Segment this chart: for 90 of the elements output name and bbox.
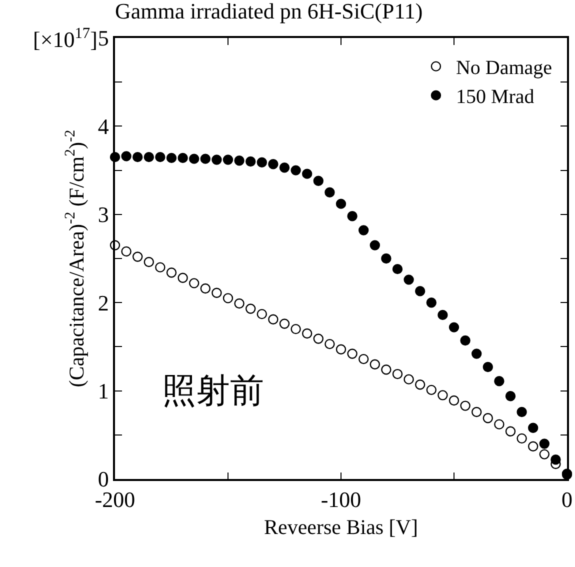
point [121, 246, 132, 257]
point [132, 252, 143, 262]
point [256, 308, 267, 320]
point [381, 253, 392, 264]
point [347, 348, 358, 359]
x-tick-label: 0 [562, 487, 572, 512]
point [212, 288, 222, 298]
point [234, 156, 244, 166]
point [279, 162, 290, 173]
point [415, 380, 426, 390]
point [460, 335, 470, 346]
point [494, 419, 504, 430]
point [516, 433, 527, 444]
text: [×10$^{17}$] [33, 25, 98, 52]
y-tick-label: 3 [98, 202, 109, 228]
point [324, 187, 335, 198]
point [246, 156, 256, 167]
point [222, 154, 234, 165]
point [268, 159, 278, 170]
point [347, 211, 358, 222]
point [438, 390, 448, 400]
point [132, 152, 143, 162]
point [472, 406, 482, 418]
point [539, 449, 550, 460]
point [155, 152, 166, 162]
point [212, 154, 222, 165]
point [313, 334, 324, 344]
point [494, 376, 504, 386]
point [460, 400, 470, 411]
point [539, 438, 550, 449]
point [392, 264, 403, 274]
point [370, 240, 380, 250]
point [482, 362, 493, 372]
point [505, 426, 516, 436]
point [336, 344, 346, 354]
point [222, 293, 234, 304]
point [426, 298, 436, 308]
point [505, 390, 516, 402]
point [448, 322, 460, 332]
point [144, 152, 154, 162]
point [358, 354, 369, 364]
point [516, 406, 527, 418]
point [189, 278, 200, 288]
point [415, 286, 426, 296]
point [290, 324, 301, 334]
point [404, 374, 414, 384]
point [189, 154, 200, 164]
point [324, 338, 335, 350]
legend-label: 150 Mrad [456, 86, 534, 108]
point [200, 283, 210, 294]
point [268, 314, 278, 324]
point [392, 368, 403, 380]
point [528, 441, 538, 452]
point [404, 274, 414, 285]
point [472, 348, 482, 359]
x-tick-label: -100 [320, 487, 362, 512]
x-axis-title: Reveerse Bias [V] [264, 514, 418, 539]
point [302, 168, 312, 179]
point [482, 413, 493, 424]
point [166, 152, 177, 164]
point [155, 262, 166, 272]
y-tick-label: 5 [98, 26, 109, 51]
y-tick-label: 1 [98, 378, 109, 404]
point [178, 272, 188, 283]
y-tick-label: 2 [98, 290, 109, 316]
y-tick-label: 4 [98, 114, 109, 139]
point [302, 328, 312, 339]
point [246, 304, 256, 314]
point [448, 395, 460, 406]
point [200, 154, 210, 164]
point [370, 359, 380, 370]
point [550, 454, 561, 465]
point [144, 256, 154, 268]
point [256, 157, 267, 168]
point [166, 268, 177, 278]
legend-label: No Damage [456, 57, 552, 80]
point [121, 151, 132, 162]
point [438, 310, 448, 320]
annotation: 照射前 [162, 371, 264, 411]
point [290, 165, 301, 176]
point [358, 225, 369, 236]
point [381, 364, 392, 375]
point [234, 298, 244, 309]
point [528, 422, 538, 433]
point [336, 198, 346, 209]
chart-title: Gamma irradiated pn 6H-SiC(P11) [115, 0, 423, 24]
point [178, 152, 188, 164]
point [426, 384, 436, 396]
point [313, 176, 324, 186]
point [279, 318, 290, 329]
